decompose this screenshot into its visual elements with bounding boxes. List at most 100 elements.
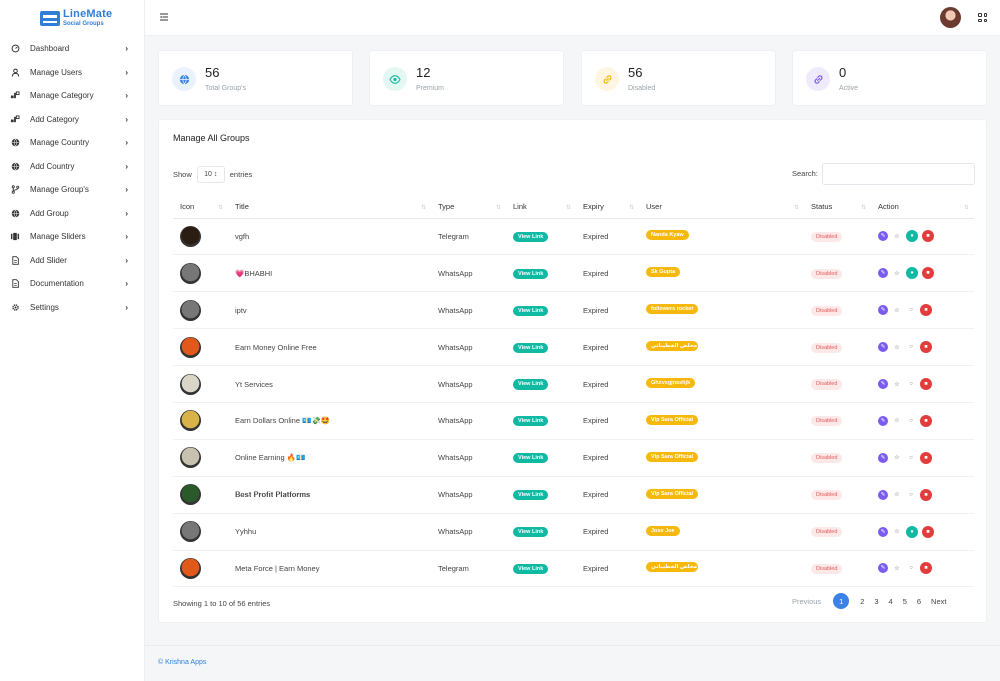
column-header-status[interactable]: Status ⇅ bbox=[804, 196, 871, 219]
sidebar-item-label: Dashboard bbox=[30, 44, 70, 54]
edit-icon[interactable]: ✎ bbox=[878, 231, 888, 242]
delete-icon[interactable]: ■ bbox=[920, 562, 932, 575]
edit-icon[interactable]: ✎ bbox=[878, 415, 888, 426]
delete-icon[interactable]: ■ bbox=[920, 304, 932, 317]
menu-toggle-icon[interactable] bbox=[159, 12, 169, 22]
sidebar-item-manage-users[interactable]: Manage Users › bbox=[0, 61, 144, 85]
user-badge[interactable]: Jose Joe bbox=[646, 525, 680, 536]
star-icon[interactable]: ☆ bbox=[894, 307, 900, 314]
star-icon[interactable]: ☆ bbox=[894, 565, 900, 572]
column-header-type[interactable]: Type ⇅ bbox=[431, 196, 506, 219]
feature-toggle-icon[interactable]: ● bbox=[906, 525, 918, 538]
column-header-action[interactable]: Action ⇅ bbox=[871, 196, 974, 219]
pagination-page-2[interactable]: 2 bbox=[860, 596, 865, 606]
edit-icon[interactable]: ✎ bbox=[878, 268, 888, 279]
sidebar-item-settings[interactable]: Settings › bbox=[0, 296, 144, 320]
feature-toggle-icon[interactable]: ○ bbox=[909, 381, 913, 387]
edit-icon[interactable]: ✎ bbox=[878, 305, 888, 316]
feature-toggle-icon[interactable]: ● bbox=[906, 230, 918, 243]
view-link-button[interactable]: View Link bbox=[513, 379, 549, 390]
star-icon[interactable]: ☆ bbox=[894, 455, 900, 462]
entries-select[interactable]: 10 ↕ bbox=[196, 166, 225, 183]
pagination-page-3[interactable]: 3 bbox=[874, 596, 879, 606]
view-link-button[interactable]: View Link bbox=[513, 563, 549, 574]
view-link-button[interactable]: View Link bbox=[513, 268, 549, 279]
delete-icon[interactable]: ■ bbox=[920, 488, 932, 501]
user-badge[interactable]: مخلص الخطيباتي bbox=[646, 341, 698, 352]
sidebar-item-manage-country[interactable]: Manage Country › bbox=[0, 131, 144, 155]
feature-toggle-icon[interactable]: ○ bbox=[909, 344, 913, 351]
feature-toggle-icon[interactable]: ○ bbox=[909, 454, 913, 461]
delete-icon[interactable]: ■ bbox=[920, 341, 932, 354]
view-link-button[interactable]: View Link bbox=[513, 342, 549, 353]
delete-icon[interactable]: ■ bbox=[920, 451, 932, 464]
feature-toggle-icon[interactable]: ○ bbox=[909, 565, 913, 572]
star-icon[interactable]: ☆ bbox=[894, 492, 900, 499]
pagination-page-4[interactable]: 4 bbox=[888, 596, 893, 606]
edit-icon[interactable]: ✎ bbox=[878, 379, 888, 389]
feature-toggle-icon[interactable]: ● bbox=[906, 267, 918, 280]
column-header-expiry[interactable]: Expiry ⇅ bbox=[576, 196, 639, 219]
copyright[interactable]: © Krishna Apps bbox=[158, 659, 207, 666]
status-cell: Disabled bbox=[804, 365, 871, 403]
pagination-previous[interactable]: Previous bbox=[792, 596, 822, 606]
sidebar-item-add-slider[interactable]: Add Slider › bbox=[0, 249, 144, 273]
star-icon[interactable]: ☆ bbox=[894, 270, 900, 277]
user-badge[interactable]: Vip Sara Official bbox=[646, 414, 698, 425]
view-link-button[interactable]: View Link bbox=[513, 490, 549, 501]
view-link-button[interactable]: View Link bbox=[513, 416, 549, 427]
delete-icon[interactable]: ■ bbox=[922, 267, 934, 280]
user-badge[interactable]: Sk Gupta bbox=[646, 267, 681, 278]
feature-toggle-icon[interactable]: ○ bbox=[909, 307, 913, 314]
user-badge[interactable]: Vip Sara Official bbox=[646, 451, 698, 462]
delete-icon[interactable]: ■ bbox=[920, 414, 932, 427]
sidebar-item-add-group[interactable]: Add Group › bbox=[0, 202, 144, 226]
column-header-icon[interactable]: Icon ⇅ bbox=[173, 196, 228, 219]
type-cell: Telegram bbox=[431, 218, 506, 256]
search-input[interactable] bbox=[822, 163, 975, 185]
column-header-link[interactable]: Link ⇅ bbox=[506, 196, 576, 219]
column-header-title[interactable]: Title ⇅ bbox=[228, 196, 431, 219]
user-badge[interactable]: Nanda Kyaw bbox=[646, 230, 689, 241]
user-badge[interactable]: followers rocket bbox=[646, 304, 698, 315]
edit-icon[interactable]: ✎ bbox=[878, 452, 888, 463]
delete-icon[interactable]: ■ bbox=[920, 378, 932, 390]
pagination-page-1[interactable]: 1 bbox=[833, 593, 850, 609]
apps-grid-icon[interactable] bbox=[978, 13, 987, 22]
user-badge[interactable]: Vip Sara Official bbox=[646, 488, 698, 499]
sidebar-item-add-category[interactable]: Add Category › bbox=[0, 108, 144, 132]
sidebar-item-manage-category[interactable]: Manage Category › bbox=[0, 84, 144, 108]
star-icon[interactable]: ☆ bbox=[894, 529, 900, 536]
view-link-button[interactable]: View Link bbox=[513, 527, 549, 538]
feature-toggle-icon[interactable]: ○ bbox=[909, 417, 913, 424]
pagination-next[interactable]: Next bbox=[931, 596, 947, 606]
edit-icon[interactable]: ✎ bbox=[878, 563, 888, 574]
edit-icon[interactable]: ✎ bbox=[878, 342, 888, 353]
pagination-page-6[interactable]: 6 bbox=[916, 596, 922, 606]
user-badge[interactable]: Ghxvsgjnsshjk bbox=[646, 377, 696, 389]
edit-icon[interactable]: ✎ bbox=[878, 526, 888, 537]
sidebar-menu: Dashboard › Manage Users › Manage Catego… bbox=[0, 37, 144, 319]
sidebar-item-documentation[interactable]: Documentation › bbox=[0, 272, 144, 296]
star-icon[interactable]: ☆ bbox=[894, 233, 900, 240]
sidebar-item-manage-sliders[interactable]: Manage Sliders › bbox=[0, 225, 144, 249]
column-header-user[interactable]: User ⇅ bbox=[639, 196, 804, 219]
sort-icon: ⇅ bbox=[860, 205, 866, 211]
star-icon[interactable]: ☆ bbox=[894, 344, 900, 351]
feature-toggle-icon[interactable]: ○ bbox=[909, 491, 913, 498]
star-icon[interactable]: ☆ bbox=[894, 381, 900, 388]
edit-icon[interactable]: ✎ bbox=[878, 489, 888, 500]
sidebar-item-dashboard[interactable]: Dashboard › bbox=[0, 37, 144, 61]
user-avatar[interactable] bbox=[940, 7, 961, 28]
delete-icon[interactable]: ■ bbox=[922, 230, 934, 243]
delete-icon[interactable]: ■ bbox=[922, 525, 934, 538]
sidebar-item-manage-group-s[interactable]: Manage Group's › bbox=[0, 178, 144, 202]
view-link-button[interactable]: View Link bbox=[513, 231, 549, 242]
pagination-page-5[interactable]: 5 bbox=[902, 596, 907, 606]
view-link-button[interactable]: View Link bbox=[513, 305, 549, 316]
brand-logo[interactable]: LineMate Social Groups bbox=[0, 0, 144, 36]
view-link-button[interactable]: View Link bbox=[513, 453, 549, 464]
sidebar-item-add-country[interactable]: Add Country › bbox=[0, 155, 144, 179]
star-icon[interactable]: ☆ bbox=[894, 418, 900, 425]
user-badge[interactable]: مخلص الخطيباتي bbox=[646, 562, 698, 573]
